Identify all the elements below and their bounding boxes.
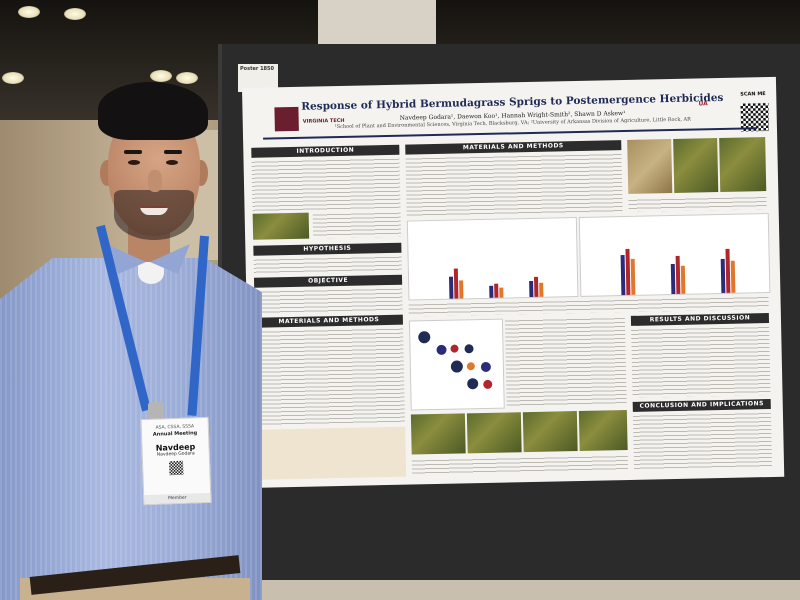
chart-bar <box>453 268 459 299</box>
eye <box>166 160 178 165</box>
name-badge: ASA, CSSA, SSSA Annual Meeting Navdeep N… <box>140 416 212 506</box>
injury-bar-chart <box>406 217 579 301</box>
correlation-dot <box>450 360 464 373</box>
chart-bar <box>730 260 736 293</box>
turf-photo <box>466 412 522 454</box>
correlation-dot <box>480 361 491 373</box>
chart-bar <box>670 263 676 295</box>
arkansas-logo: UA <box>698 100 708 108</box>
ceiling-light <box>2 72 24 84</box>
conclusion-header: CONCLUSION AND IMPLICATIONS <box>632 398 771 412</box>
cover-bar-chart <box>578 212 771 297</box>
chart-bar <box>620 255 626 296</box>
chart-bar <box>725 248 731 293</box>
materials-text-top <box>405 152 623 217</box>
conclusion-text <box>632 410 773 470</box>
eyebrow <box>124 150 142 154</box>
chart-bar <box>534 276 539 297</box>
chart-bar <box>680 265 686 294</box>
correlation-dot <box>450 344 459 353</box>
correlation-dot <box>436 344 447 355</box>
nose <box>148 170 162 192</box>
chart-bar <box>675 255 681 294</box>
person-hair <box>98 82 208 140</box>
figure-4-caption <box>504 316 627 407</box>
poster-number: Poster 1850 <box>240 66 274 72</box>
plot-photo-c <box>719 137 767 193</box>
correlation-dot <box>466 362 475 371</box>
badge-role: Member <box>144 492 211 505</box>
plot-photo-a <box>627 139 673 194</box>
objective-text <box>254 286 403 314</box>
correlation-plot <box>408 318 505 411</box>
hypothesis-text <box>253 254 402 274</box>
eyebrow <box>164 150 182 154</box>
turf-photo <box>578 410 628 452</box>
turf-photo <box>410 413 466 455</box>
chart-bar <box>489 285 494 298</box>
chart-bar <box>539 282 544 297</box>
intro-figure-caption <box>312 210 402 239</box>
chart-bar <box>720 258 726 294</box>
plot-photo-b <box>673 138 719 193</box>
author-photo <box>274 106 299 132</box>
ceiling-light <box>64 8 86 20</box>
chart-bar <box>529 280 534 298</box>
scan-label: SCAN ME <box>740 91 766 98</box>
ceiling-light <box>18 6 40 18</box>
research-poster: VIRGINIA TECH Response of Hybrid Bermuda… <box>242 76 785 488</box>
chart-bar <box>499 287 504 298</box>
figure-5-caption <box>411 454 629 475</box>
herbicide-table <box>257 426 407 480</box>
introduction-header: INTRODUCTION <box>251 144 400 158</box>
chart-bar <box>459 280 464 299</box>
introduction-text <box>251 156 401 212</box>
smile <box>140 206 168 215</box>
shirt-stripes <box>0 258 262 600</box>
correlation-dot <box>464 344 474 354</box>
person-shirt <box>0 258 262 600</box>
materials-text-left <box>255 326 406 426</box>
objective-header: OBJECTIVE <box>253 274 403 288</box>
badge-meeting: Annual Meeting <box>152 430 198 438</box>
eye <box>128 160 140 165</box>
correlation-dot <box>467 378 479 390</box>
figure-2-caption <box>628 195 767 212</box>
chart-bar <box>630 258 636 295</box>
chart-bar <box>625 248 631 295</box>
turf-photo <box>522 411 578 453</box>
correlation-dot <box>418 331 431 344</box>
ceiling-light <box>150 70 172 82</box>
materials-header-left: MATERIALS AND METHODS <box>254 314 403 328</box>
undershirt <box>138 262 164 284</box>
hypothesis-header: HYPOTHESIS <box>253 242 402 256</box>
intro-photo <box>252 212 310 240</box>
results-header: RESULTS AND DISCUSSION <box>630 313 770 326</box>
badge-qr-code <box>169 460 184 476</box>
badge-full-name: Navdeep Godara <box>156 451 195 458</box>
chart-bar <box>494 283 499 298</box>
results-text <box>631 325 771 398</box>
background-column <box>318 0 436 50</box>
correlation-dot <box>483 379 493 390</box>
ceiling-light <box>176 72 198 84</box>
lanyard-clip <box>148 402 164 420</box>
person-beard <box>114 190 194 240</box>
chart-bar <box>448 276 454 299</box>
